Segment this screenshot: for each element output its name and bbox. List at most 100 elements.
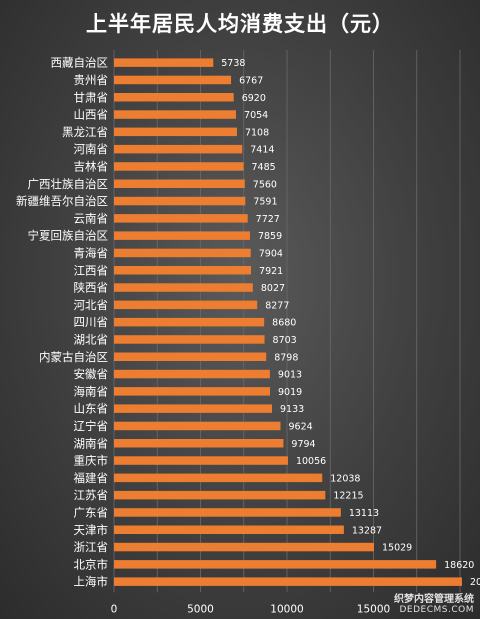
category-label: 吉林省 xyxy=(74,159,109,173)
category-label: 浙江省 xyxy=(74,540,109,554)
data-label: 20112 xyxy=(470,577,480,588)
bar xyxy=(114,214,248,223)
data-label: 7859 xyxy=(258,231,282,242)
category-label: 黑龙江省 xyxy=(62,125,108,139)
data-label: 8680 xyxy=(272,318,296,329)
bar xyxy=(114,542,375,552)
category-label: 山西省 xyxy=(74,108,109,122)
bar xyxy=(114,300,258,310)
bar xyxy=(114,421,281,431)
category-label: 湖南省 xyxy=(74,436,109,450)
category-label: 辽宁省 xyxy=(74,419,109,433)
bar xyxy=(114,369,270,379)
bar xyxy=(114,127,237,137)
bar xyxy=(114,456,288,465)
data-label: 9019 xyxy=(278,387,302,398)
bar xyxy=(114,231,250,240)
bar xyxy=(114,560,437,569)
data-label: 13287 xyxy=(352,525,382,536)
data-label: 8027 xyxy=(261,283,285,294)
category-label: 安徽省 xyxy=(74,367,109,381)
data-label: 15029 xyxy=(382,543,412,554)
data-label: 5738 xyxy=(221,58,245,69)
bar xyxy=(114,577,462,586)
bar xyxy=(114,404,273,413)
bar xyxy=(114,93,234,102)
data-label: 9624 xyxy=(288,421,312,432)
category-label: 江西省 xyxy=(74,263,109,277)
bar xyxy=(114,75,232,85)
bar xyxy=(114,317,265,327)
data-label: 7904 xyxy=(259,248,283,259)
watermark: 织梦内容管理系统 DEDECMS.COM xyxy=(394,595,474,615)
bar xyxy=(114,508,341,517)
category-label: 内蒙古自治区 xyxy=(39,350,108,364)
category-label: 天津市 xyxy=(74,523,109,537)
category-label: 上海市 xyxy=(74,575,109,589)
category-label: 广东省 xyxy=(74,505,109,519)
category-label: 青海省 xyxy=(74,246,109,260)
bar xyxy=(114,110,237,119)
bar xyxy=(114,248,251,258)
x-tick-label: 10000 xyxy=(270,603,303,615)
data-label: 7108 xyxy=(245,127,269,138)
category-label: 西藏自治区 xyxy=(51,56,109,70)
data-label: 12215 xyxy=(333,491,363,502)
data-label: 7485 xyxy=(251,162,275,173)
bar xyxy=(114,335,265,344)
x-tick-label: 15000 xyxy=(357,603,390,615)
data-label: 12038 xyxy=(330,473,360,484)
category-label: 宁夏回族自治区 xyxy=(28,229,109,243)
data-label: 9794 xyxy=(291,439,315,450)
bar xyxy=(114,352,267,361)
bar xyxy=(114,196,246,206)
category-label: 甘肃省 xyxy=(74,90,109,104)
category-label: 广西壮族自治区 xyxy=(28,177,109,191)
data-label: 13113 xyxy=(349,508,379,519)
category-label: 江苏省 xyxy=(74,488,109,502)
watermark-text: 织梦内容管理系统 xyxy=(394,594,474,606)
data-label: 6920 xyxy=(242,93,266,104)
data-label: 8798 xyxy=(274,352,298,363)
bar xyxy=(114,283,253,292)
data-label: 7921 xyxy=(259,266,283,277)
x-tick-label: 0 xyxy=(111,603,118,615)
bar xyxy=(114,525,344,534)
data-label: 7560 xyxy=(253,179,277,190)
data-label: 8277 xyxy=(265,300,289,311)
bar xyxy=(114,266,252,275)
category-label: 云南省 xyxy=(74,211,109,225)
category-label: 新疆维吾尔自治区 xyxy=(16,194,108,208)
data-label: 8703 xyxy=(273,335,297,346)
bar xyxy=(114,144,243,154)
bar xyxy=(114,473,323,483)
data-label: 9133 xyxy=(280,404,304,415)
data-label: 18620 xyxy=(444,560,474,571)
category-label: 山东省 xyxy=(74,402,109,416)
bar xyxy=(114,162,244,171)
chart-title: 上半年居民人均消费支出（元） xyxy=(86,12,394,36)
category-label: 贵州省 xyxy=(74,73,109,87)
bar xyxy=(114,387,271,396)
bar xyxy=(114,439,284,448)
bar xyxy=(114,490,326,500)
watermark-url: DEDECMS.COM xyxy=(399,604,474,615)
bar xyxy=(114,179,245,188)
bar xyxy=(114,58,214,67)
data-label: 7591 xyxy=(253,197,277,208)
category-label: 陕西省 xyxy=(74,281,109,295)
category-label: 河南省 xyxy=(74,142,109,156)
data-label: 6767 xyxy=(239,75,263,86)
category-label: 北京市 xyxy=(74,557,109,571)
category-label: 湖北省 xyxy=(74,332,109,346)
data-label: 9013 xyxy=(278,370,302,381)
data-label: 7727 xyxy=(256,214,280,225)
data-label: 7054 xyxy=(244,110,268,121)
category-label: 四川省 xyxy=(74,315,109,329)
category-label: 福建省 xyxy=(74,471,109,485)
category-label: 河北省 xyxy=(74,298,109,312)
category-label: 海南省 xyxy=(74,384,109,398)
category-label: 重庆市 xyxy=(74,454,109,468)
x-tick-label: 5000 xyxy=(187,603,214,615)
